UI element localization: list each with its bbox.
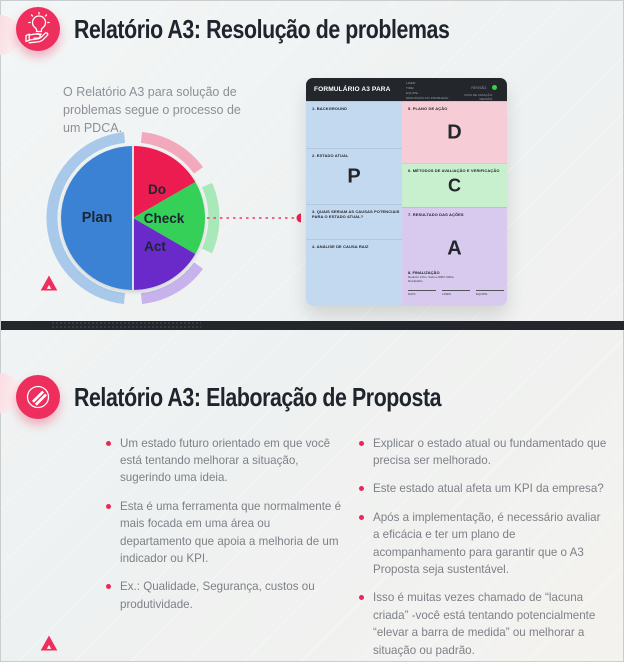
svg-text:Do: Do <box>148 182 166 197</box>
svg-text:Plan: Plan <box>82 210 113 226</box>
svg-text:Act: Act <box>144 239 166 254</box>
svg-text:Check: Check <box>144 211 185 226</box>
